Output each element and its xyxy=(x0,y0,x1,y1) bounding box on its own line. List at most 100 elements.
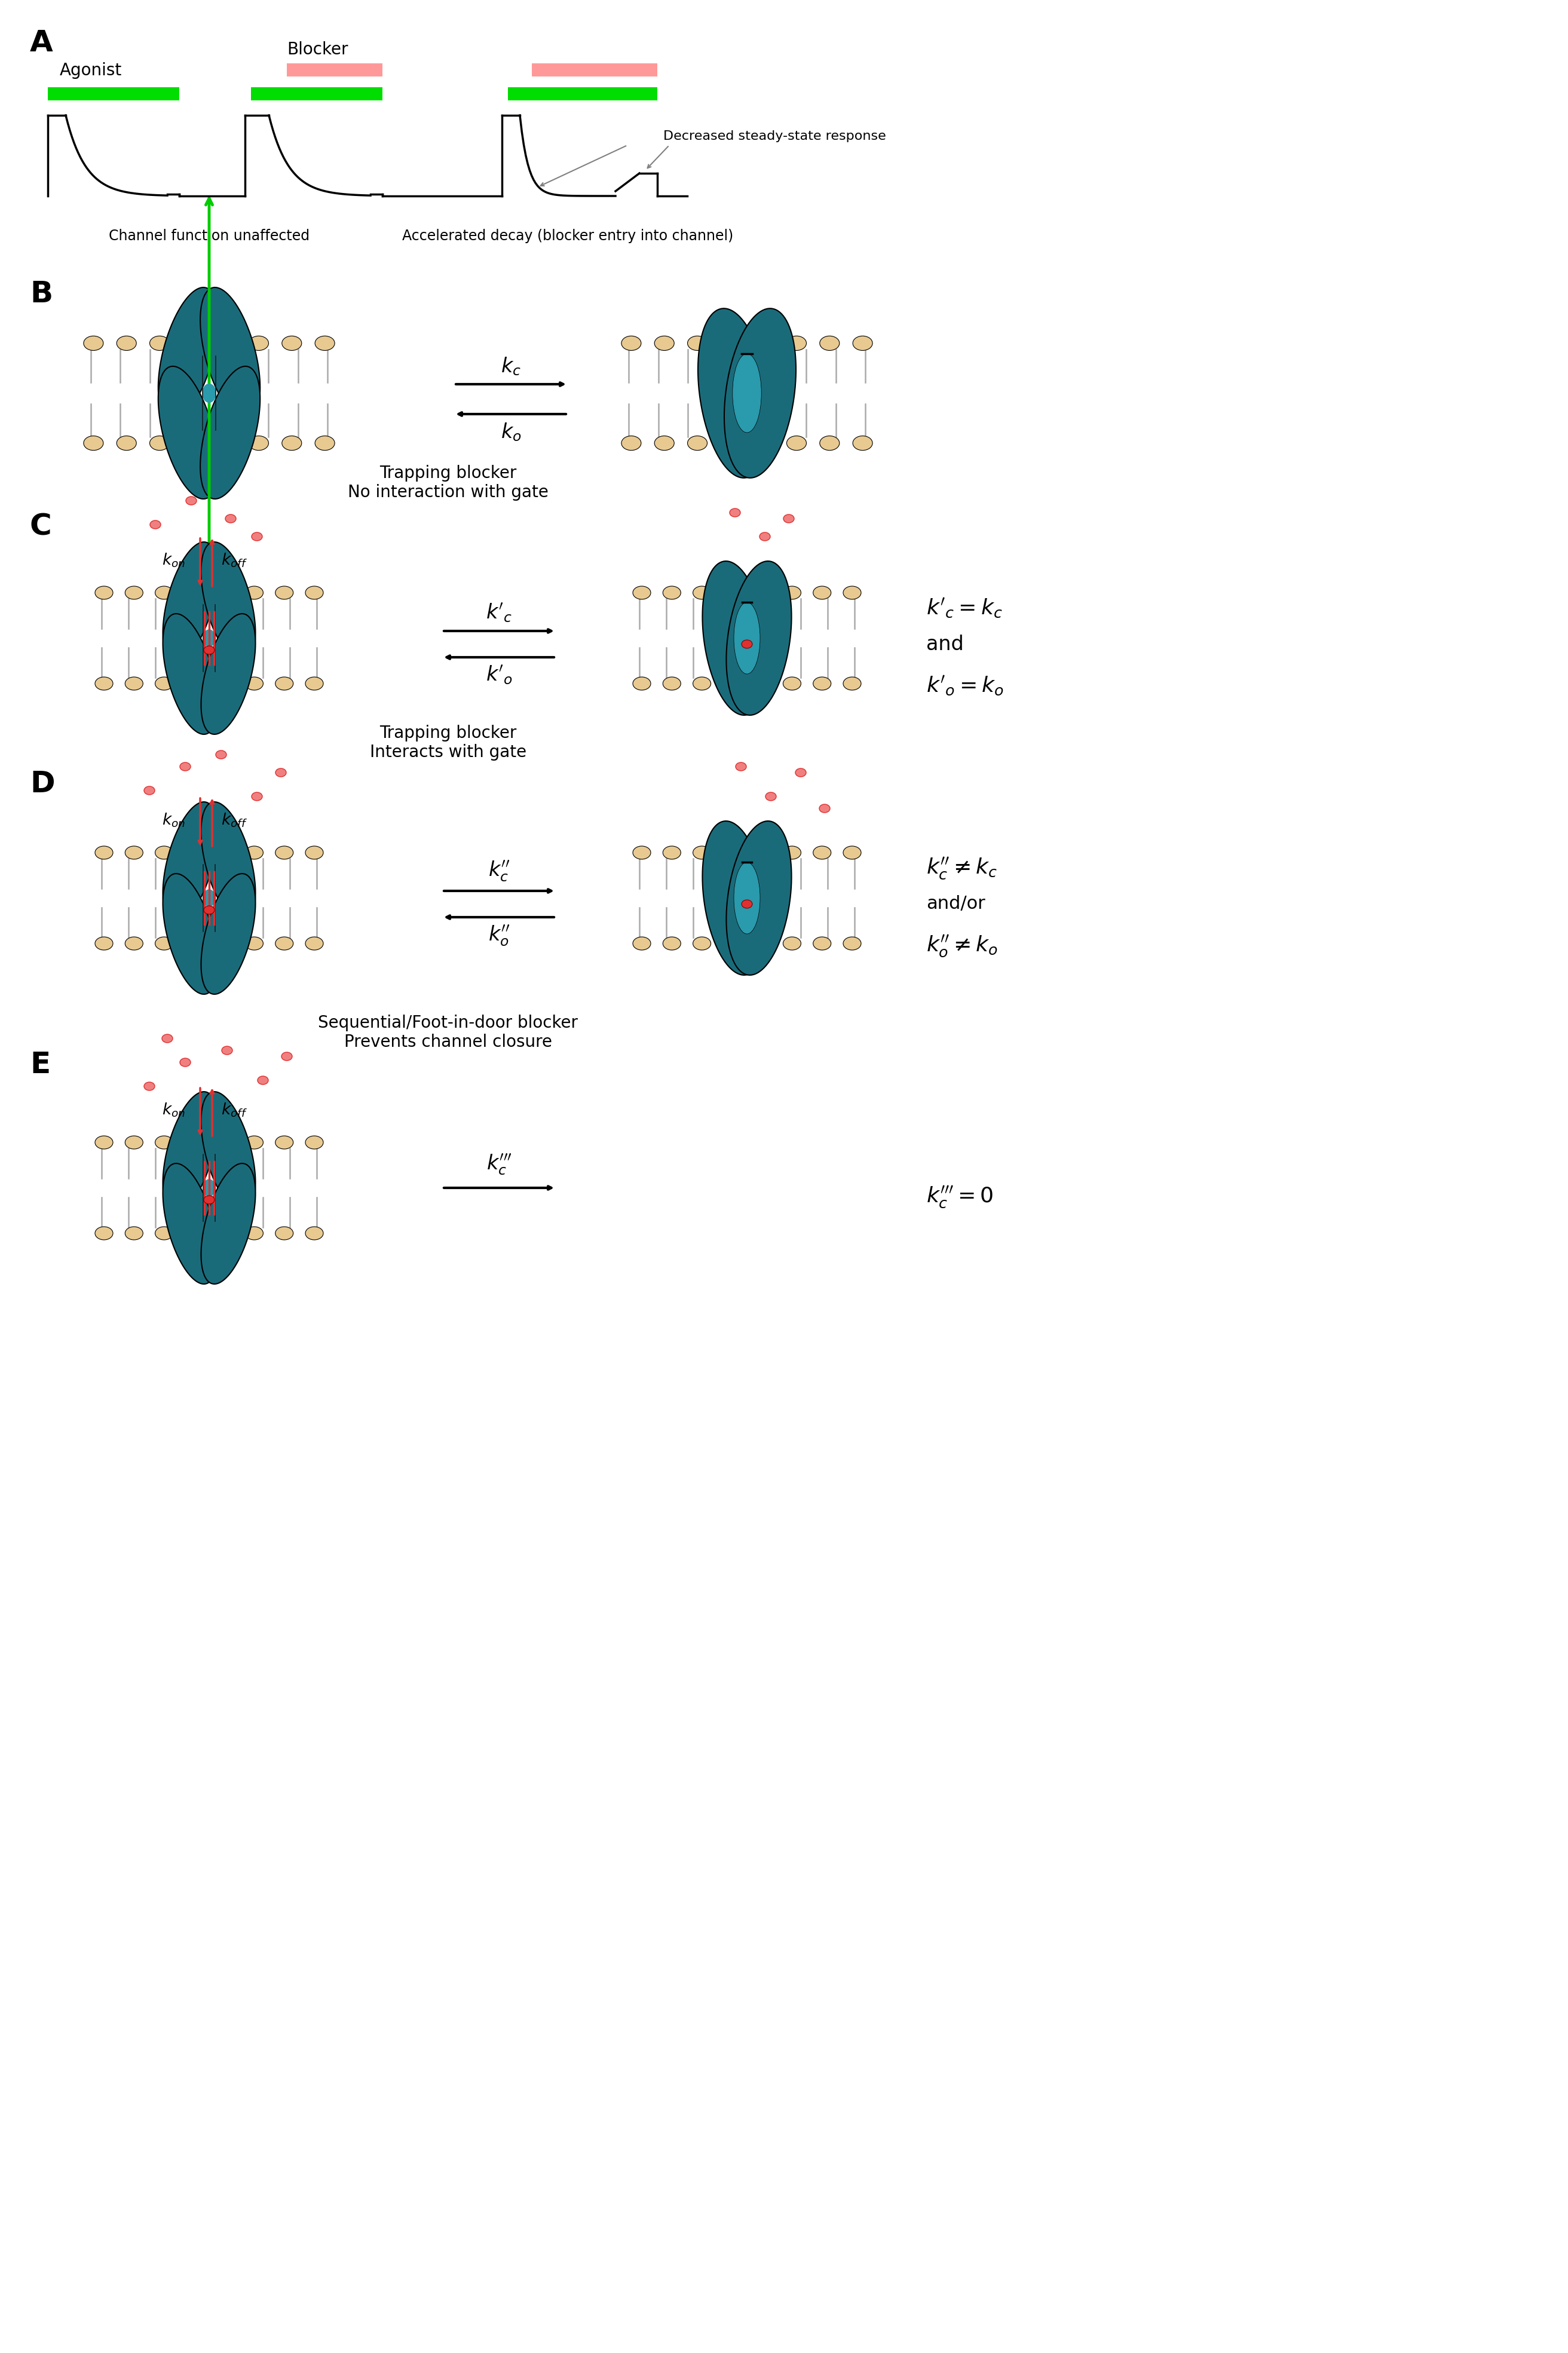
Ellipse shape xyxy=(663,586,681,600)
Ellipse shape xyxy=(204,1179,215,1195)
Ellipse shape xyxy=(276,847,293,859)
Ellipse shape xyxy=(245,586,263,600)
Ellipse shape xyxy=(155,936,172,951)
Text: Agonist: Agonist xyxy=(60,61,122,80)
Polygon shape xyxy=(163,873,218,995)
Ellipse shape xyxy=(149,435,169,449)
Polygon shape xyxy=(163,1162,218,1285)
Ellipse shape xyxy=(633,678,651,689)
Text: C: C xyxy=(30,513,52,541)
Ellipse shape xyxy=(820,435,839,449)
Ellipse shape xyxy=(245,1136,263,1148)
Ellipse shape xyxy=(782,586,801,600)
Polygon shape xyxy=(201,614,256,734)
Ellipse shape xyxy=(249,336,268,351)
Text: $k^{\prime\prime}_c$: $k^{\prime\prime}_c$ xyxy=(488,859,510,885)
Text: $k_{off}$: $k_{off}$ xyxy=(221,553,248,569)
Ellipse shape xyxy=(221,1047,232,1054)
Polygon shape xyxy=(724,308,797,478)
Ellipse shape xyxy=(654,336,674,351)
Text: $k^{\prime\prime\prime}_c = 0$: $k^{\prime\prime\prime}_c = 0$ xyxy=(927,1184,994,1209)
Text: $k_o$: $k_o$ xyxy=(500,421,521,442)
Polygon shape xyxy=(726,821,792,974)
Ellipse shape xyxy=(96,1226,113,1240)
Polygon shape xyxy=(698,308,770,478)
Text: $k'_c$: $k'_c$ xyxy=(486,602,513,624)
Ellipse shape xyxy=(276,936,293,951)
Ellipse shape xyxy=(693,678,710,689)
Ellipse shape xyxy=(226,515,237,522)
Polygon shape xyxy=(201,873,256,995)
Ellipse shape xyxy=(853,336,872,351)
Text: $k_{on}$: $k_{on}$ xyxy=(162,1101,185,1118)
Ellipse shape xyxy=(765,793,776,800)
Ellipse shape xyxy=(204,631,215,647)
Ellipse shape xyxy=(202,384,216,402)
Ellipse shape xyxy=(782,678,801,689)
Ellipse shape xyxy=(155,586,172,600)
Ellipse shape xyxy=(96,586,113,600)
Ellipse shape xyxy=(306,1226,323,1240)
Ellipse shape xyxy=(204,889,215,906)
Polygon shape xyxy=(702,821,768,974)
Ellipse shape xyxy=(125,1226,143,1240)
Ellipse shape xyxy=(125,678,143,689)
Ellipse shape xyxy=(96,936,113,951)
Ellipse shape xyxy=(155,678,172,689)
Ellipse shape xyxy=(844,847,861,859)
Text: $k'_o$: $k'_o$ xyxy=(486,664,513,687)
Ellipse shape xyxy=(306,1136,323,1148)
Ellipse shape xyxy=(633,586,651,600)
Ellipse shape xyxy=(257,1075,268,1085)
Polygon shape xyxy=(201,802,256,922)
Ellipse shape xyxy=(96,678,113,689)
Ellipse shape xyxy=(787,435,806,449)
Ellipse shape xyxy=(633,847,651,859)
Polygon shape xyxy=(201,1162,256,1285)
Text: Blocker: Blocker xyxy=(287,42,348,59)
Ellipse shape xyxy=(729,508,740,518)
Ellipse shape xyxy=(245,1226,263,1240)
Ellipse shape xyxy=(814,586,831,600)
Ellipse shape xyxy=(83,336,103,351)
Text: Trapping blocker
Interacts with gate: Trapping blocker Interacts with gate xyxy=(370,725,527,760)
Text: $k^{\prime\prime}_o$: $k^{\prime\prime}_o$ xyxy=(488,925,510,948)
Ellipse shape xyxy=(687,435,707,449)
Ellipse shape xyxy=(844,936,861,951)
Text: $k_{on}$: $k_{on}$ xyxy=(162,553,185,569)
Text: $k_{off}$: $k_{off}$ xyxy=(221,812,248,828)
Ellipse shape xyxy=(621,336,641,351)
Ellipse shape xyxy=(621,435,641,449)
Ellipse shape xyxy=(306,678,323,689)
Polygon shape xyxy=(726,560,792,715)
Text: E: E xyxy=(30,1049,50,1080)
Polygon shape xyxy=(158,367,218,499)
Ellipse shape xyxy=(180,1059,191,1066)
Ellipse shape xyxy=(759,532,770,541)
Ellipse shape xyxy=(281,1052,292,1061)
Ellipse shape xyxy=(787,336,806,351)
Ellipse shape xyxy=(96,847,113,859)
Ellipse shape xyxy=(663,847,681,859)
FancyBboxPatch shape xyxy=(287,64,383,78)
Ellipse shape xyxy=(693,847,710,859)
Ellipse shape xyxy=(125,936,143,951)
Polygon shape xyxy=(201,367,260,499)
Ellipse shape xyxy=(276,586,293,600)
Ellipse shape xyxy=(144,786,155,795)
Ellipse shape xyxy=(282,336,301,351)
Ellipse shape xyxy=(116,336,136,351)
Ellipse shape xyxy=(216,751,226,758)
Text: $k^{\prime\prime}_o \neq k_o$: $k^{\prime\prime}_o \neq k_o$ xyxy=(927,934,997,958)
Ellipse shape xyxy=(116,435,136,449)
Ellipse shape xyxy=(315,336,334,351)
Ellipse shape xyxy=(742,640,753,649)
Ellipse shape xyxy=(663,678,681,689)
Ellipse shape xyxy=(251,793,262,800)
Polygon shape xyxy=(163,541,218,664)
Ellipse shape xyxy=(734,602,760,673)
Ellipse shape xyxy=(844,678,861,689)
Ellipse shape xyxy=(820,336,839,351)
Ellipse shape xyxy=(306,586,323,600)
Ellipse shape xyxy=(125,1136,143,1148)
